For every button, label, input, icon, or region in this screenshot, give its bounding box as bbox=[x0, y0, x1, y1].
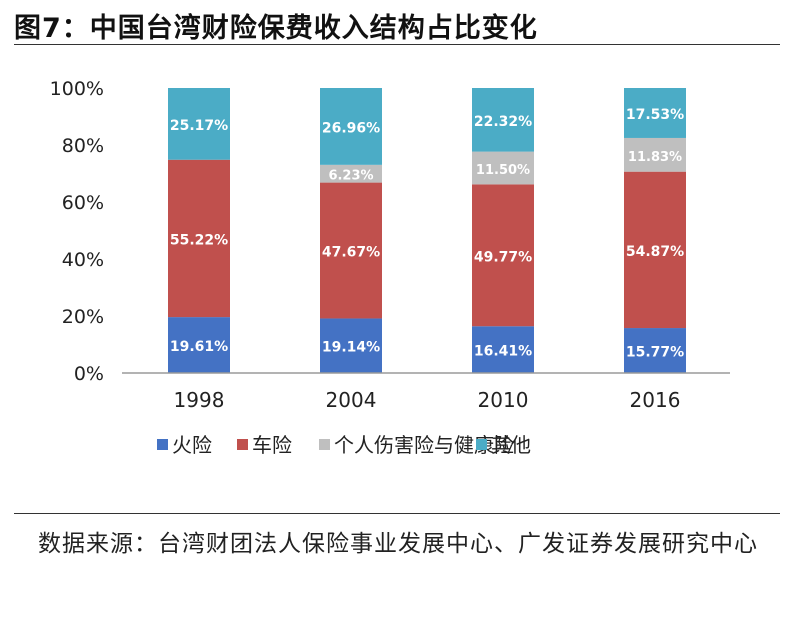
bar-segment bbox=[472, 151, 534, 185]
figure-title: 图7：中国台湾财险保费收入结构占比变化 bbox=[14, 13, 538, 44]
bar-segment bbox=[624, 88, 686, 138]
y-tick-label: 40% bbox=[62, 249, 104, 271]
legend-label: 其他 bbox=[491, 433, 531, 457]
x-tick-label: 2016 bbox=[630, 388, 681, 412]
legend-label: 车险 bbox=[252, 433, 292, 457]
bar-segment bbox=[472, 88, 534, 152]
x-tick-label: 2004 bbox=[326, 388, 377, 412]
y-tick-label: 0% bbox=[74, 363, 104, 385]
legend-swatch bbox=[319, 439, 330, 450]
legend-swatch bbox=[237, 439, 248, 450]
bar-segment bbox=[168, 317, 230, 373]
data-label: 17.53% bbox=[626, 107, 684, 123]
y-tick-label: 100% bbox=[50, 78, 104, 100]
data-label: 15.77% bbox=[626, 345, 684, 361]
bar-segment bbox=[472, 184, 534, 327]
data-label: 11.83% bbox=[628, 150, 682, 165]
stacked-bar-chart: 0% 20% 40% 60% 80% 100% 19.61% 55.22% 25.17% 1998… bbox=[50, 78, 730, 457]
bar-segment bbox=[320, 182, 382, 319]
data-label: 6.23% bbox=[328, 169, 373, 184]
data-label: 22.32% bbox=[474, 114, 532, 130]
data-label: 19.14% bbox=[322, 340, 380, 356]
bar-segment bbox=[472, 326, 534, 373]
data-label: 25.17% bbox=[170, 118, 228, 134]
data-label: 54.87% bbox=[626, 244, 684, 260]
x-tick-label: 2010 bbox=[478, 388, 529, 412]
source-divider bbox=[14, 513, 780, 514]
bar-segment bbox=[624, 171, 686, 329]
data-label: 47.67% bbox=[322, 245, 380, 261]
data-label: 55.22% bbox=[170, 232, 228, 248]
bar-segment bbox=[624, 137, 686, 172]
bar-segment bbox=[168, 159, 230, 318]
bar-segment bbox=[624, 328, 686, 373]
legend-swatch bbox=[157, 439, 168, 450]
data-label: 49.77% bbox=[474, 249, 532, 265]
x-tick-label: 1998 bbox=[174, 388, 225, 412]
legend-label: 火险 bbox=[172, 433, 212, 457]
legend-swatch bbox=[476, 439, 487, 450]
data-label: 19.61% bbox=[170, 339, 228, 355]
y-tick-label: 20% bbox=[62, 306, 104, 328]
title-divider bbox=[14, 44, 780, 45]
bar-segment bbox=[320, 88, 382, 165]
bar-segment bbox=[320, 164, 382, 183]
bar-segment bbox=[320, 318, 382, 373]
y-tick-label: 80% bbox=[62, 135, 104, 157]
data-label: 11.50% bbox=[476, 163, 530, 178]
data-label: 16.41% bbox=[474, 344, 532, 360]
y-tick-label: 60% bbox=[62, 192, 104, 214]
data-label: 26.96% bbox=[322, 120, 380, 136]
source-note: 数据来源：台湾财团法人保险事业发展中心、广发证券发展研究中心 bbox=[38, 531, 758, 557]
bar-segment bbox=[168, 88, 230, 160]
